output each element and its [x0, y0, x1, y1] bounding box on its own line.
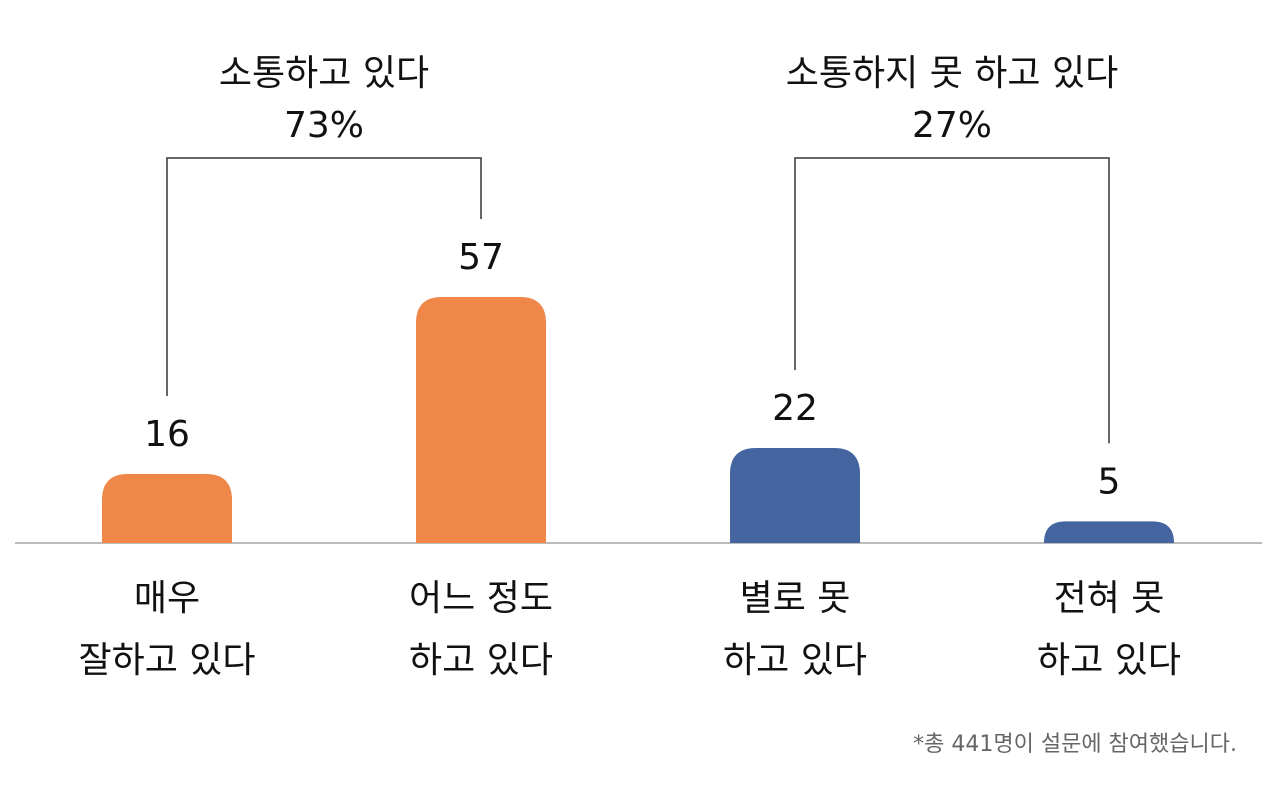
- bar: [730, 448, 860, 543]
- x-tick-label: 어느 정도: [409, 578, 553, 619]
- x-tick-label: 잘하고 있다: [78, 640, 255, 681]
- footnote: *총 441명이 설문에 참여했습니다.: [913, 732, 1237, 757]
- value-label: 57: [458, 237, 504, 278]
- x-tick-label: 하고 있다: [723, 640, 867, 681]
- group-value: 73%: [284, 105, 364, 146]
- bar: [416, 296, 546, 543]
- value-label: 22: [772, 388, 818, 429]
- x-tick-label: 하고 있다: [1037, 640, 1181, 681]
- group-label: 소통하지 못 하고 있다: [786, 53, 1118, 94]
- value-label: 16: [144, 414, 190, 455]
- x-tick-label: 전혀 못: [1054, 578, 1165, 619]
- x-tick-label: 별로 못: [740, 578, 851, 619]
- group-value: 27%: [912, 105, 992, 146]
- group-bracket: [794, 157, 1110, 444]
- value-label: 5: [1098, 461, 1121, 502]
- group-label: 소통하고 있다: [219, 53, 429, 94]
- x-tick-label: 하고 있다: [409, 640, 553, 681]
- bar: [1044, 521, 1174, 543]
- group-bracket: [166, 157, 482, 396]
- x-tick-label: 매우: [134, 578, 200, 619]
- bar: [102, 473, 232, 543]
